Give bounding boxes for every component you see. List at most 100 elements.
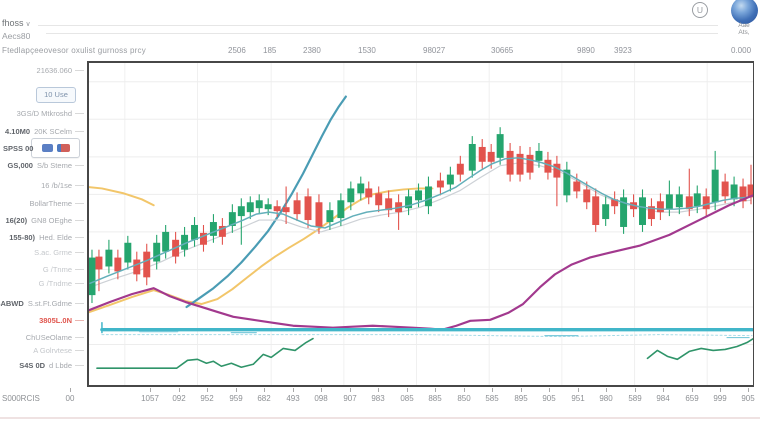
candle-body: [209, 222, 217, 236]
status-circle-icon[interactable]: U: [692, 2, 708, 18]
candle-body: [347, 188, 355, 203]
indicator-label: SABWDS.st.Ft.Gdme: [0, 299, 84, 308]
bottom-divider: [0, 417, 760, 419]
candle-body: [357, 183, 365, 194]
leader-line: [75, 252, 84, 253]
candle-body: [337, 200, 345, 219]
tick-mark: [70, 388, 71, 392]
header-metric: 9890: [577, 46, 595, 55]
leader-line: [75, 320, 84, 321]
candle-body: [385, 198, 393, 211]
candle-body: [730, 184, 738, 200]
tick-label: 085: [400, 394, 414, 403]
tick-mark: [549, 388, 550, 392]
tick-label: 850: [457, 394, 471, 403]
purple-line: [89, 194, 753, 331]
candle-body: [563, 169, 571, 196]
candle-body: [273, 206, 281, 212]
candle-body: [721, 181, 729, 197]
candle-body: [143, 251, 151, 278]
header-metric: 0.000: [731, 46, 752, 55]
indicator-label: G /Tnme: [43, 265, 84, 274]
indicator-label: 16(20) GN8 OEghe: [5, 216, 84, 225]
green-indicator-left: [96, 337, 314, 369]
candle-body: [468, 143, 476, 171]
use-button[interactable]: 10 Use: [36, 87, 76, 103]
header-metric: 30665: [491, 46, 514, 55]
candle-body: [191, 224, 199, 240]
candle-body: [255, 200, 263, 209]
candle-body: [124, 242, 132, 263]
tick-mark: [179, 388, 180, 392]
tick-mark: [578, 388, 579, 392]
indicator-label: S.ac. Grme: [34, 248, 84, 257]
candle-body: [747, 184, 753, 198]
leader-line: [75, 303, 84, 304]
candle-body: [553, 163, 561, 178]
candle-body: [506, 150, 514, 175]
header-divider-1: [38, 25, 718, 26]
candle-body: [114, 257, 122, 272]
tick-label: 984: [656, 394, 670, 403]
tick-mark: [521, 388, 522, 392]
symbol-menu[interactable]: fhoss ∨: [2, 18, 31, 28]
tick-label: 895: [514, 394, 528, 403]
candle-body: [246, 202, 254, 213]
candle-body: [456, 163, 464, 175]
indicator-tool-button[interactable]: [31, 138, 80, 158]
leader-line: [75, 350, 84, 351]
tick-label: 682: [257, 394, 271, 403]
candle-body: [237, 206, 245, 217]
indicator-label: SPSS 00: [3, 144, 34, 153]
header-divider-2: [46, 33, 718, 34]
candle-body: [228, 212, 236, 226]
leader-line: [75, 337, 84, 338]
tick-label: 092: [172, 394, 186, 403]
globe-avatar[interactable]: [731, 0, 758, 24]
indicator-label: BollarTheme: [29, 199, 84, 208]
avatar-caption-1: Aae: [738, 22, 750, 29]
tick-label: 999: [713, 394, 727, 403]
candle-body: [375, 193, 383, 206]
vehicle-icon-red: [56, 144, 70, 152]
candle-body: [365, 188, 373, 198]
candle-body: [304, 196, 312, 221]
tick-label: 493: [286, 394, 300, 403]
candle-body: [602, 204, 610, 220]
candle-body: [436, 180, 444, 188]
axis-corner-label: S000RCIS: [2, 394, 40, 403]
candle-body: [105, 249, 113, 267]
tick-label: 952: [200, 394, 214, 403]
candle-body: [711, 169, 719, 203]
leader-line: [75, 220, 84, 221]
indicator-label: G /Tndme: [39, 279, 84, 288]
tick-mark: [236, 388, 237, 392]
candle-body: [647, 206, 655, 220]
price-chart[interactable]: [87, 61, 754, 387]
tick-label: 1057: [141, 394, 159, 403]
tick-label: 098: [314, 394, 328, 403]
candle-body: [487, 151, 495, 162]
tick-mark: [606, 388, 607, 392]
indicator-label: 4.10M0 20K SCelm: [5, 127, 84, 136]
candle-body: [639, 197, 646, 225]
tick-mark: [321, 388, 322, 392]
avatar-caption-2: Ats,: [738, 29, 750, 36]
candle-body: [592, 196, 600, 225]
yellow-arc: [89, 186, 155, 207]
tick-label: 589: [628, 394, 642, 403]
indicator-label: 3GS/D Mtkroshd: [17, 109, 84, 118]
candle-body: [656, 201, 664, 213]
indicator-label: 3805L.0N: [39, 316, 84, 325]
candle-body: [496, 134, 504, 158]
teal-steep-line: [185, 95, 347, 309]
header-metric: 98027: [423, 46, 446, 55]
candle-body: [181, 234, 189, 250]
tick-label: 905: [542, 394, 556, 403]
tick-label: 585: [485, 394, 499, 403]
candle-body: [535, 150, 543, 161]
tick-mark: [663, 388, 664, 392]
tick-label: 885: [428, 394, 442, 403]
leader-line: [75, 203, 84, 204]
tick-mark: [378, 388, 379, 392]
